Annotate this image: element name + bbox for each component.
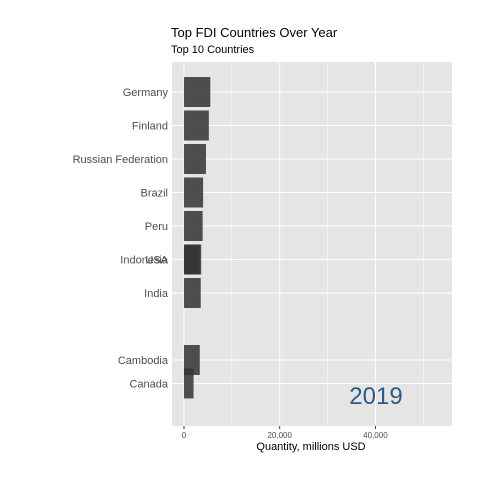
category-label: Cambodia (118, 355, 169, 367)
year-label: 2019 (349, 383, 402, 410)
category-label: Brazil (140, 188, 168, 200)
category-labels: Germany Finland Russian Federation Brazil Pe… (73, 87, 169, 390)
category-label: Indonesia (120, 255, 169, 267)
bar-peru (183, 211, 203, 241)
bar-india (183, 278, 201, 308)
chart-title: Top FDI Countries Over Year (171, 25, 338, 40)
category-label: Canada (129, 378, 168, 390)
bars (183, 77, 211, 399)
grid-lines (172, 62, 452, 426)
category-label: USA (145, 255, 168, 267)
bar-finland (183, 110, 209, 141)
bar-russian-federation (183, 144, 206, 174)
plot-panel (172, 62, 452, 426)
category-label: India (144, 288, 169, 300)
category-label: Finland (132, 121, 168, 133)
bar-brazil (183, 177, 204, 208)
x-tick-label: 40,000 (363, 431, 388, 440)
chart-subtitle: Top 10 Countries (171, 44, 255, 56)
category-label: Russian Federation (73, 154, 168, 166)
category-label: Germany (123, 87, 169, 99)
x-tick-label: 20,000 (267, 431, 292, 440)
bar-canada (183, 368, 194, 399)
x-axis-title: Quantity, millions USD (256, 441, 365, 453)
x-tick-label: 0 (182, 431, 187, 440)
bar-indonesia (183, 244, 200, 275)
bar-germany (183, 77, 211, 107)
category-label: Peru (145, 221, 168, 233)
bar-cambodia (183, 345, 200, 375)
x-ticks: 0 20,000 40,000 (182, 426, 388, 440)
